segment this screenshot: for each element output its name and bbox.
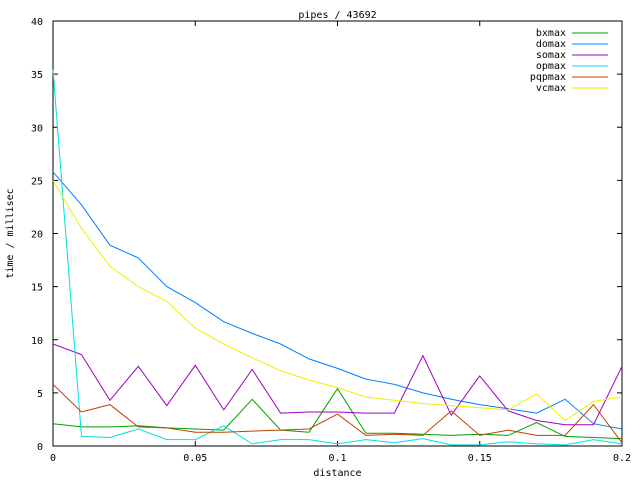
series-line-somax xyxy=(52,343,623,426)
x-tick-label: 0 xyxy=(50,453,56,464)
x-tick-label: 0.05 xyxy=(183,453,207,464)
y-tick-label: 10 xyxy=(31,336,43,347)
axis-ticks: 0 5 10 15 20 25 30 35 40 0 0.05 0.1 0.15 0.2 xyxy=(31,17,631,464)
legend-label-vcmax: vcmax xyxy=(536,83,566,94)
y-tick-label: 25 xyxy=(31,176,43,187)
legend-label-somax: somax xyxy=(536,50,566,61)
series-line-bxmax xyxy=(52,387,623,440)
series-line-vcmax xyxy=(52,180,623,422)
x-axis-label: distance xyxy=(313,468,361,479)
y-tick-label: 35 xyxy=(31,70,43,81)
y-tick-label: 40 xyxy=(31,17,43,28)
y-tick-label: 30 xyxy=(31,123,43,134)
legend-label-bxmax: bxmax xyxy=(536,28,566,39)
x-tick-label: 0.15 xyxy=(468,453,492,464)
y-tick-label: 0 xyxy=(37,442,43,453)
series-layer xyxy=(52,69,623,446)
y-tick-label: 5 xyxy=(37,389,43,400)
y-tick-label: 15 xyxy=(31,283,43,294)
x-tick-label: 0.2 xyxy=(613,453,631,464)
chart-title: pipes / 43692 xyxy=(298,10,376,21)
series-line-opmax xyxy=(52,69,623,446)
legend-label-pqpmax: pqpmax xyxy=(530,72,566,83)
series-line-domax xyxy=(52,171,623,430)
legend-label-opmax: opmax xyxy=(536,61,566,72)
y-tick-label: 20 xyxy=(31,230,43,241)
y-axis-label: time / millisec xyxy=(5,188,16,278)
x-tick-label: 0.1 xyxy=(328,453,346,464)
legend-label-domax: domax xyxy=(536,39,566,50)
series-line-pqpmax xyxy=(52,384,623,444)
